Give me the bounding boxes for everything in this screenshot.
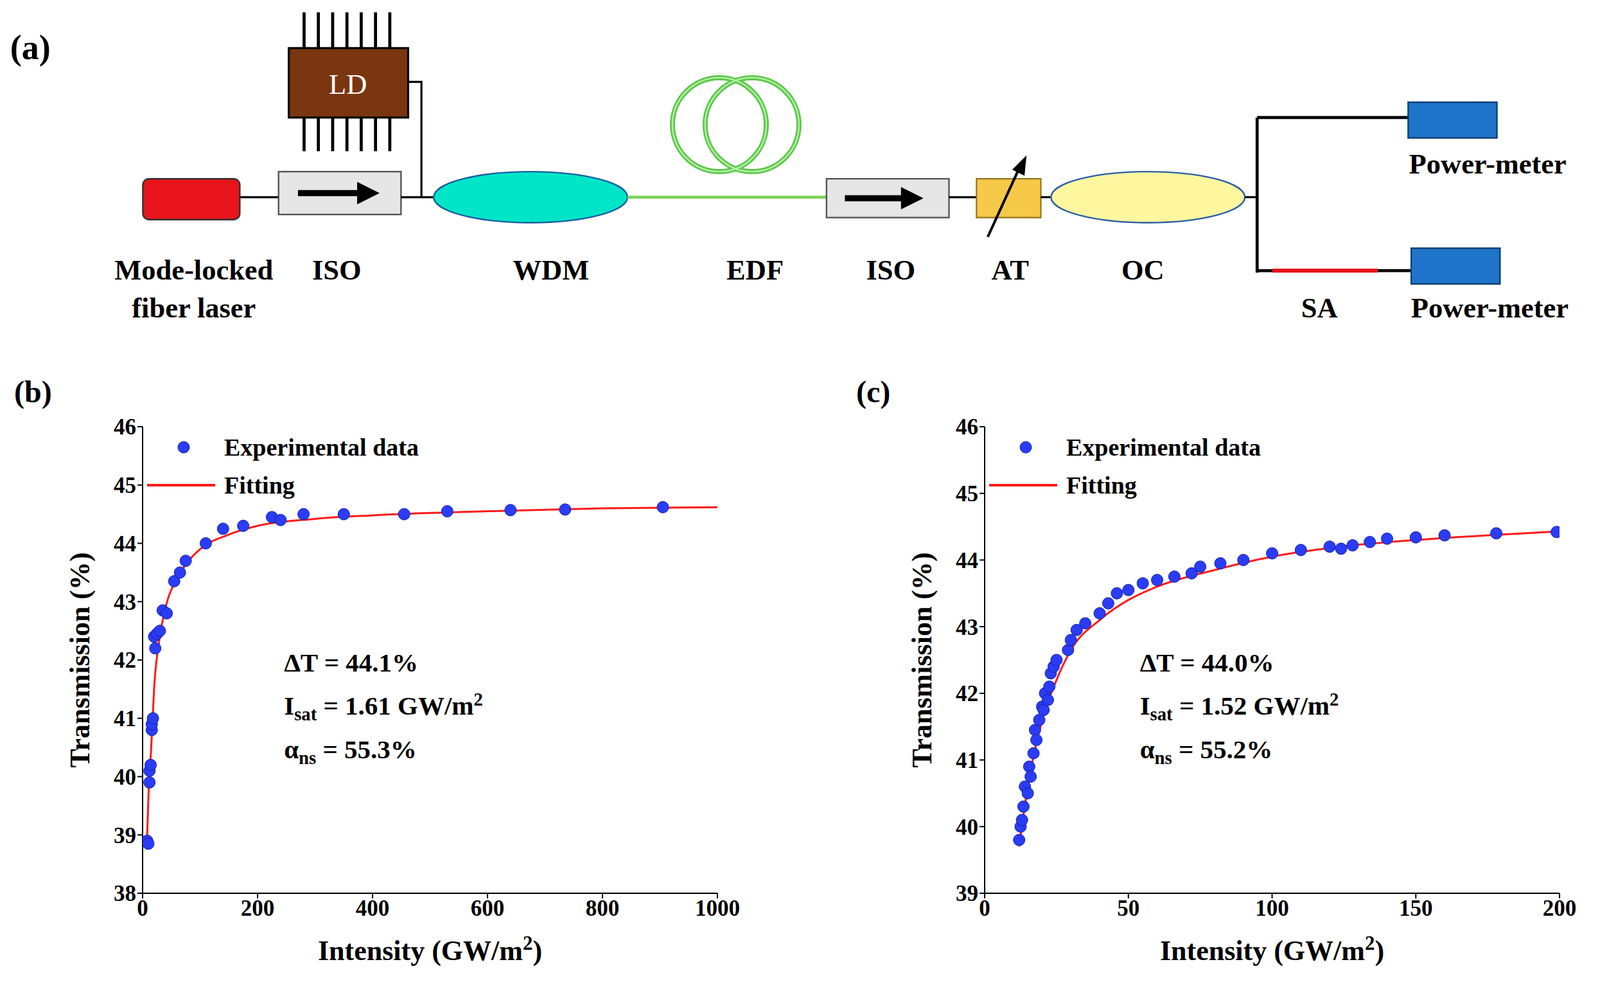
html-text:Isat= 1.61 GW/m2: Isat= 1.61 GW/m2 (284, 688, 483, 725)
svg-text:41: 41 (955, 747, 979, 773)
svg-text:0: 0 (978, 895, 991, 921)
svg-text:WDM: WDM (513, 253, 590, 286)
svg-text:41: 41 (113, 705, 137, 731)
svg-text:39: 39 (955, 880, 979, 906)
svg-text:Power-meter: Power-meter (1409, 147, 1567, 180)
svg-text:42: 42 (113, 647, 137, 673)
svg-text:EDF: EDF (726, 253, 784, 286)
html-text:Fitting: Fitting (224, 471, 295, 499)
html-text:Transmission (%): Transmission (%) (905, 551, 938, 768)
html-text:ΔT = 44.0%: ΔT = 44.0% (1139, 647, 1275, 678)
svg-text:150: 150 (1398, 895, 1433, 921)
html-text:Transmission (%): Transmission (%) (63, 551, 96, 768)
html-text:αns= 55.2%: αns= 55.2% (1139, 734, 1273, 768)
svg-text:38: 38 (113, 880, 137, 906)
svg-text:50: 50 (1116, 895, 1140, 921)
svg-text:ISO: ISO (866, 253, 916, 286)
svg-text:40: 40 (955, 814, 979, 840)
html-text:Intensity (GW/m2): Intensity (GW/m2) (317, 932, 543, 966)
svg-text:200: 200 (240, 895, 275, 921)
svg-text:100: 100 (1255, 895, 1290, 921)
svg-text:0: 0 (136, 895, 149, 921)
html-text:Fitting: Fitting (1066, 471, 1137, 499)
svg-text:600: 600 (470, 895, 505, 921)
html-text:Intensity (GW/m2): Intensity (GW/m2) (1160, 932, 1385, 966)
svg-text:44: 44 (113, 531, 137, 557)
svg-text:fiber laser: fiber laser (131, 291, 256, 324)
svg-text:46: 46 (955, 414, 979, 440)
svg-text:42: 42 (955, 680, 979, 706)
html-text:(b): (b) (14, 374, 52, 409)
svg-text:400: 400 (355, 895, 390, 921)
svg-text:40: 40 (113, 764, 137, 790)
svg-text:45: 45 (113, 472, 137, 498)
svg-text:44: 44 (955, 547, 979, 573)
html-text:Experimental data: Experimental data (1066, 433, 1261, 461)
svg-text:800: 800 (585, 895, 620, 921)
svg-text:1000: 1000 (694, 895, 740, 921)
svg-text:43: 43 (113, 589, 137, 615)
svg-text:(a): (a) (10, 28, 51, 67)
svg-text:ISO: ISO (312, 253, 362, 286)
svg-text:LD: LD (328, 68, 367, 101)
svg-text:Mode-locked: Mode-locked (114, 253, 273, 286)
svg-text:46: 46 (113, 414, 137, 440)
svg-text:Power-meter: Power-meter (1411, 291, 1569, 324)
svg-text:39: 39 (113, 822, 137, 848)
html-text:(c): (c) (856, 374, 891, 409)
html-text:ΔT = 44.1%: ΔT = 44.1% (284, 647, 419, 678)
svg-text:45: 45 (955, 481, 979, 507)
svg-text:SA: SA (1301, 291, 1338, 324)
svg-text:200: 200 (1542, 895, 1577, 921)
svg-text:OC: OC (1121, 253, 1165, 286)
html-text:αns= 55.3%: αns= 55.3% (284, 734, 417, 768)
html-text:Experimental data: Experimental data (224, 433, 419, 461)
svg-text:AT: AT (991, 253, 1029, 286)
svg-text:43: 43 (955, 614, 979, 640)
html-text:Isat= 1.52 GW/m2: Isat= 1.52 GW/m2 (1139, 688, 1339, 725)
